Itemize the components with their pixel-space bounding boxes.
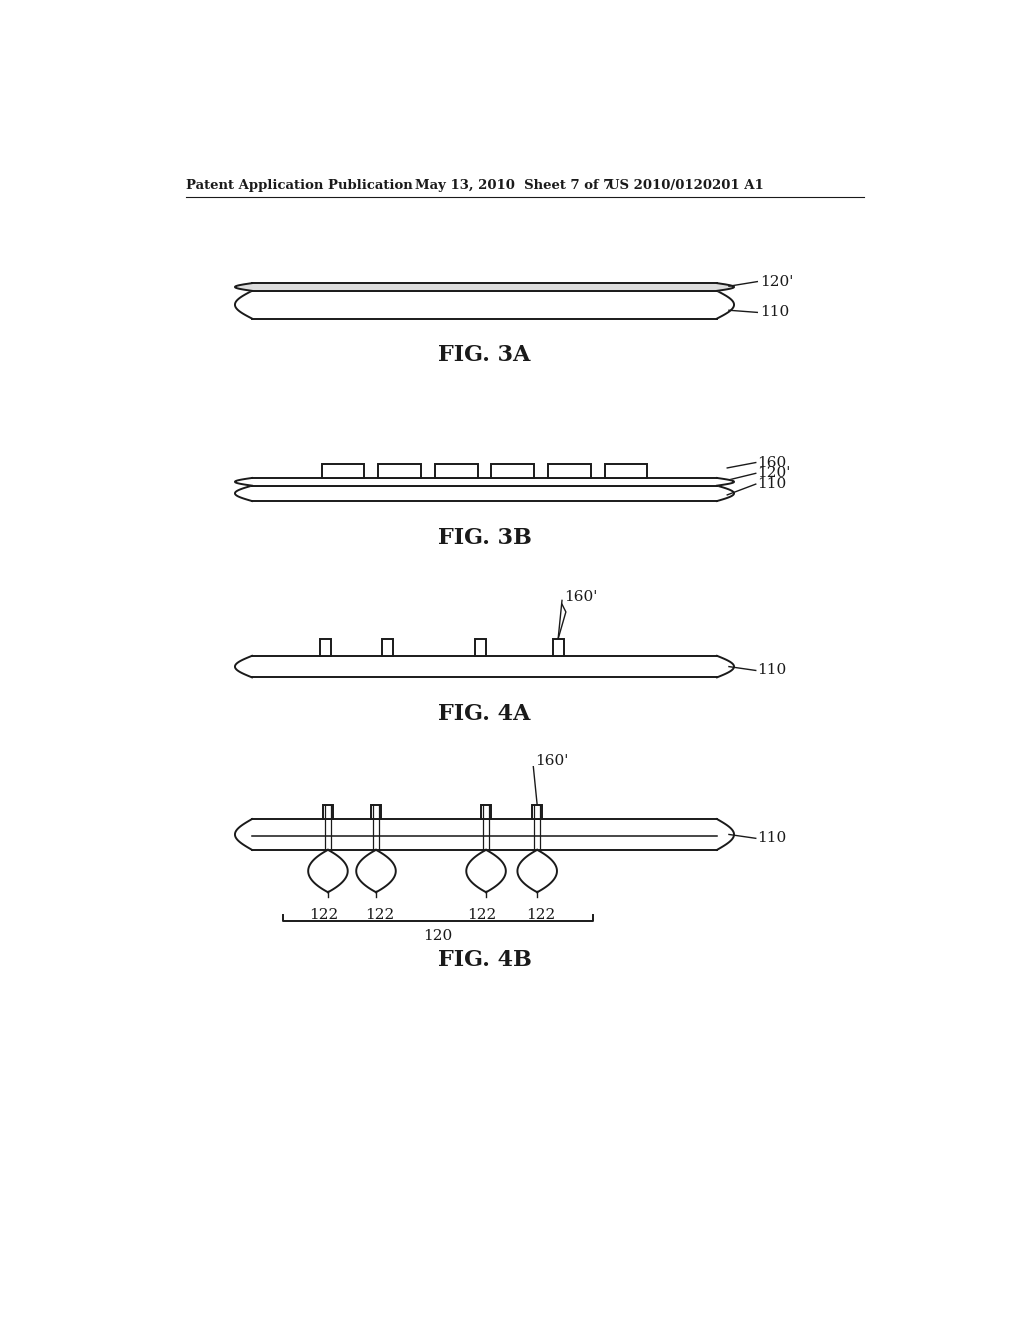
Text: FIG. 3A: FIG. 3A xyxy=(438,343,530,366)
Bar xyxy=(323,805,333,818)
Polygon shape xyxy=(234,478,734,486)
Bar xyxy=(435,465,477,478)
Text: 122: 122 xyxy=(468,908,497,921)
Bar xyxy=(553,639,563,656)
Bar xyxy=(604,465,647,478)
Bar xyxy=(322,465,365,478)
Text: FIG. 3B: FIG. 3B xyxy=(437,527,531,549)
Bar xyxy=(321,639,331,656)
Text: 110: 110 xyxy=(760,305,788,319)
Text: FIG. 4B: FIG. 4B xyxy=(437,949,531,972)
Text: 122: 122 xyxy=(366,908,394,921)
Text: 120': 120' xyxy=(758,466,791,480)
Bar xyxy=(548,465,591,478)
Text: Patent Application Publication: Patent Application Publication xyxy=(186,178,413,191)
Bar xyxy=(371,805,381,818)
Text: May 13, 2010  Sheet 7 of 7: May 13, 2010 Sheet 7 of 7 xyxy=(415,178,612,191)
Bar xyxy=(378,465,421,478)
Bar xyxy=(382,639,393,656)
Polygon shape xyxy=(234,284,734,290)
Polygon shape xyxy=(234,486,734,502)
Text: FIG. 4A: FIG. 4A xyxy=(438,704,530,726)
Text: 120: 120 xyxy=(423,929,453,944)
Text: 110: 110 xyxy=(758,832,786,845)
Text: 110: 110 xyxy=(758,477,786,491)
Bar xyxy=(492,465,535,478)
Text: 120': 120' xyxy=(760,275,793,289)
Text: 160: 160 xyxy=(758,455,786,470)
Text: US 2010/0120201 A1: US 2010/0120201 A1 xyxy=(608,178,764,191)
Text: 122: 122 xyxy=(526,908,556,921)
Bar xyxy=(475,639,486,656)
Polygon shape xyxy=(234,656,734,677)
Polygon shape xyxy=(234,290,734,318)
Bar xyxy=(481,805,492,818)
Text: 160': 160' xyxy=(564,590,598,603)
Polygon shape xyxy=(234,818,734,850)
Text: 110: 110 xyxy=(758,664,786,677)
Text: 160': 160' xyxy=(535,754,568,767)
Text: 122: 122 xyxy=(309,908,339,921)
Bar xyxy=(532,805,543,818)
